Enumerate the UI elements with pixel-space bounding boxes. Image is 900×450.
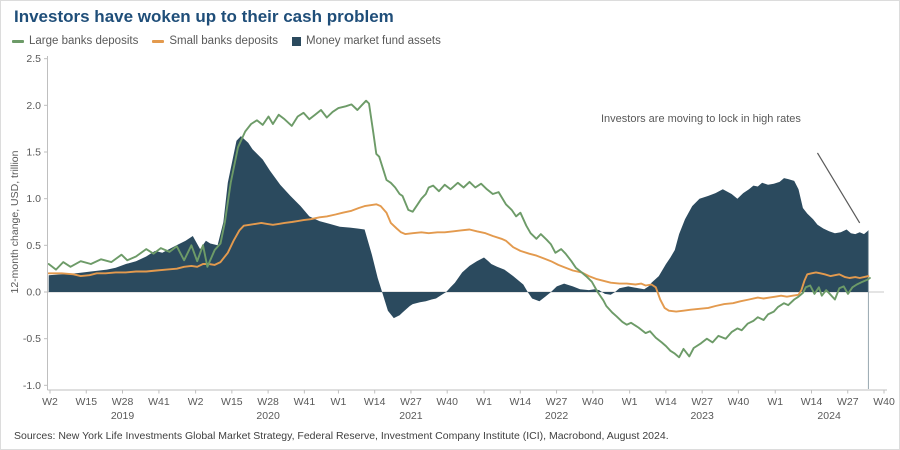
legend-item-money-market: Money market fund assets xyxy=(292,35,441,47)
source-note: Sources: New York Life Investments Globa… xyxy=(14,430,669,442)
year-label: 2024 xyxy=(817,410,841,422)
y-tick-label: -0.5 xyxy=(23,333,41,345)
x-tick-label: W27 xyxy=(400,396,422,408)
x-tick-label: W14 xyxy=(509,396,531,408)
large-banks-line-swatch-icon xyxy=(12,39,24,43)
chart-legend: Large banks deposits Small banks deposit… xyxy=(12,35,441,47)
y-tick-label: 2.5 xyxy=(26,53,41,65)
chart-annotation: Investors are moving to lock in high rat… xyxy=(601,113,801,125)
x-tick-label: W14 xyxy=(801,396,823,408)
annotation-pointer-line xyxy=(816,152,861,224)
money-market-square-swatch-icon xyxy=(292,36,301,46)
year-label: 2021 xyxy=(399,410,423,422)
x-tick-label: W27 xyxy=(546,396,568,408)
small-banks-line-swatch-icon xyxy=(152,39,165,43)
x-tick-label: W2 xyxy=(42,396,58,408)
y-tick-label: 0.0 xyxy=(26,287,41,299)
year-label: 2023 xyxy=(690,410,714,422)
year-label: 2022 xyxy=(545,410,569,422)
y-tick-label: 2.0 xyxy=(26,100,41,112)
x-tick-label: W1 xyxy=(476,396,492,408)
x-tick-label: W1 xyxy=(767,396,783,408)
legend-label-small-banks: Small banks deposits xyxy=(169,35,278,47)
year-label: 2019 xyxy=(111,410,135,422)
x-tick-label: W40 xyxy=(582,396,604,408)
large-banks-line xyxy=(47,99,871,359)
x-tick-label: W15 xyxy=(75,396,97,408)
x-tick-label: W14 xyxy=(364,396,386,408)
x-tick-label: W40 xyxy=(728,396,750,408)
y-tick-label: 0.5 xyxy=(26,240,41,252)
x-tick-label: W28 xyxy=(112,396,134,408)
x-tick-label: W41 xyxy=(294,396,316,408)
x-tick-label: W15 xyxy=(221,396,243,408)
legend-item-small-banks: Small banks deposits xyxy=(152,35,278,47)
legend-label-money-market: Money market fund assets xyxy=(306,35,441,47)
page-title: Investors have woken up to their cash pr… xyxy=(14,7,394,26)
x-tick-label: W27 xyxy=(691,396,713,408)
x-tick-label: W41 xyxy=(148,396,170,408)
legend-label-large-banks: Large banks deposits xyxy=(29,35,139,47)
y-tick-label: 1.5 xyxy=(26,147,41,159)
y-tick-label: 1.0 xyxy=(26,193,41,205)
year-label: 2020 xyxy=(256,410,280,422)
x-tick-label: W14 xyxy=(655,396,677,408)
x-tick-label: W1 xyxy=(331,396,347,408)
small-banks-line xyxy=(47,203,870,313)
x-tick-label: W40 xyxy=(436,396,458,408)
x-tick-label: W40 xyxy=(873,396,895,408)
x-tick-label: W28 xyxy=(257,396,279,408)
x-tick-label: W27 xyxy=(837,396,859,408)
money-market-area xyxy=(48,136,869,319)
legend-item-large-banks: Large banks deposits xyxy=(12,35,138,47)
x-tick-label: W2 xyxy=(188,396,204,408)
y-tick-label: -1.0 xyxy=(23,380,41,392)
x-tick-label: W1 xyxy=(622,396,638,408)
